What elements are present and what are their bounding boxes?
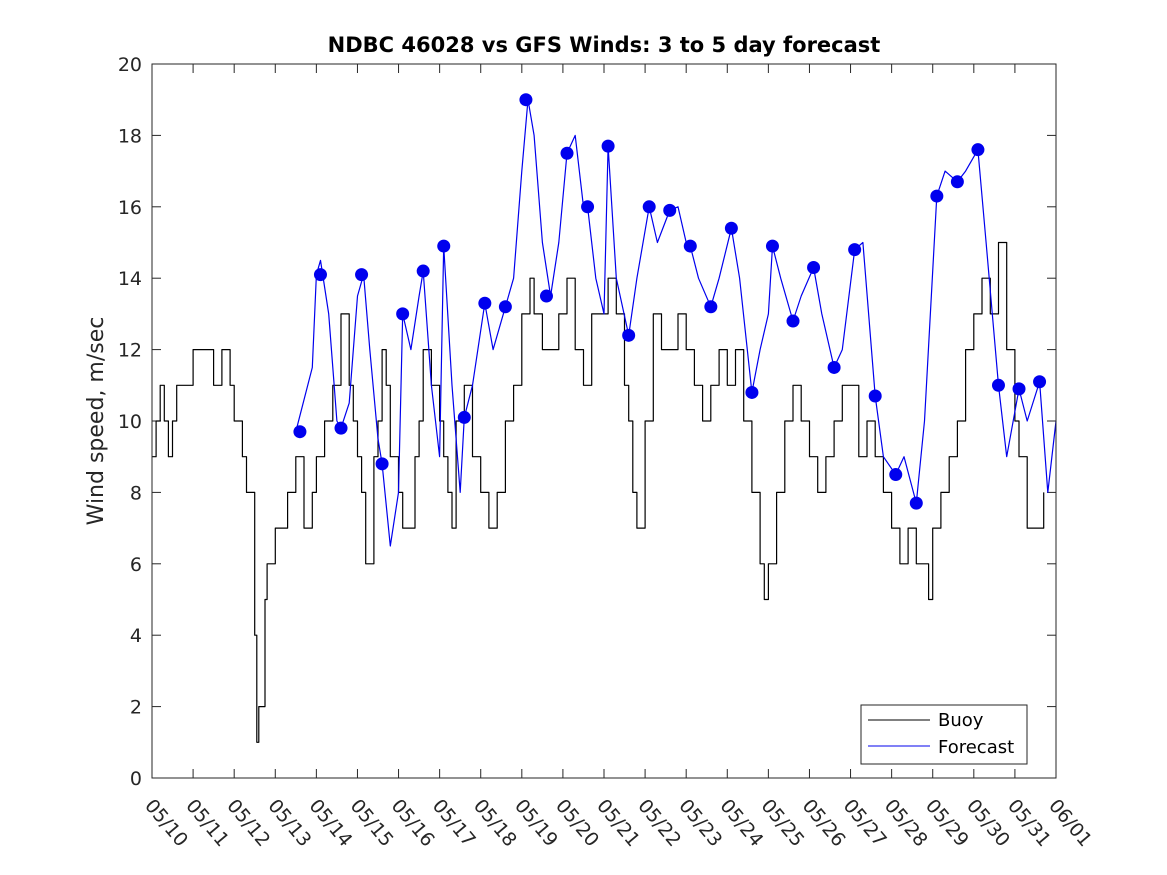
forecast-marker: [539, 289, 553, 303]
forecast-marker: [704, 300, 718, 314]
forecast-marker: [889, 468, 903, 482]
forecast-marker: [581, 200, 595, 214]
forecast-marker: [293, 425, 307, 439]
forecast-marker: [807, 260, 821, 274]
plot-border: [151, 63, 1057, 779]
forecast-marker: [478, 296, 492, 310]
forecast-marker: [560, 146, 574, 160]
forecast-marker: [848, 243, 862, 257]
y-tick-label: 6: [130, 554, 142, 576]
y-tick-label: 0: [130, 768, 142, 790]
forecast-marker: [457, 410, 471, 424]
forecast-marker: [1033, 375, 1047, 389]
forecast-marker: [868, 389, 882, 403]
y-tick-label: 14: [118, 268, 142, 290]
plot-area: [152, 64, 1056, 778]
forecast-marker: [334, 421, 348, 435]
forecast-marker: [991, 378, 1005, 392]
forecast-markers: [293, 93, 1047, 510]
forecast-marker: [313, 268, 327, 282]
forecast-marker: [909, 496, 923, 510]
forecast-marker: [622, 328, 636, 342]
forecast-marker: [519, 93, 533, 107]
forecast-marker: [498, 300, 512, 314]
forecast-marker: [950, 175, 964, 189]
forecast-marker: [971, 143, 985, 157]
forecast-marker: [437, 239, 451, 253]
forecast-marker: [396, 307, 410, 321]
forecast-marker: [745, 385, 759, 399]
forecast-marker: [663, 203, 677, 217]
y-tick-label: 4: [130, 625, 142, 647]
legend-box: [860, 704, 1028, 765]
chart-title: NDBC 46028 vs GFS Winds: 3 to 5 day fore…: [328, 33, 881, 57]
y-axis-label: Wind speed, m/sec: [84, 317, 109, 526]
legend: Buoy Forecast: [860, 704, 1028, 765]
y-tick-label: 10: [118, 411, 142, 433]
y-tick-label: 18: [118, 125, 142, 147]
forecast-marker: [375, 457, 389, 471]
forecast-marker: [786, 314, 800, 328]
forecast-marker: [724, 221, 738, 235]
legend-forecast-label: Forecast: [938, 737, 1014, 758]
y-tick-label: 20: [118, 54, 142, 76]
y-axis-ticks: 0 2 4 6 8 10 12 14 16 18 20: [118, 54, 1056, 790]
y-tick-label: 16: [118, 197, 142, 219]
y-tick-label: 8: [130, 482, 142, 504]
forecast-marker: [355, 268, 369, 282]
y-tick-label: 2: [130, 697, 142, 719]
forecast-marker: [416, 264, 430, 278]
forecast-marker: [930, 189, 944, 203]
forecast-marker: [827, 360, 841, 374]
y-tick-label: 12: [118, 340, 142, 362]
legend-buoy-label: Buoy: [938, 710, 984, 731]
forecast-marker: [642, 200, 656, 214]
series-line-buoy: [152, 241, 1045, 743]
forecast-marker: [601, 139, 615, 153]
forecast-marker: [1012, 382, 1026, 396]
forecast-marker: [765, 239, 779, 253]
forecast-marker: [683, 239, 697, 253]
